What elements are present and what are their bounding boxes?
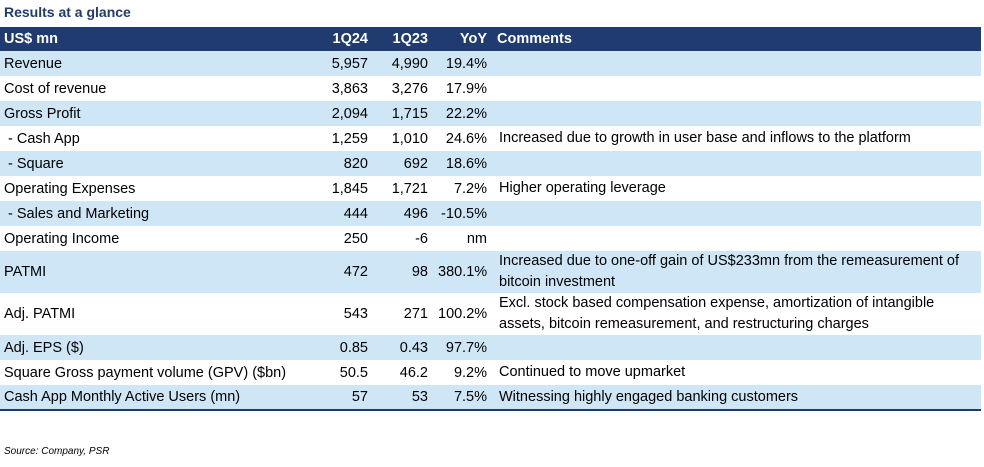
value-1q24: 50.5	[339, 364, 368, 381]
value-1q24: 472	[343, 264, 368, 280]
value-yoy: 19.4%	[445, 55, 487, 72]
value-1q24: 0.85	[339, 339, 368, 356]
row-label: Operating Expenses	[4, 180, 136, 197]
table-row: - Sales and Marketing 444 496 -10.5%	[0, 201, 981, 226]
row-comment: Continued to move upmarket	[499, 364, 686, 380]
row-label: Gross Profit	[4, 105, 81, 122]
value-1q23: 53	[374, 385, 434, 411]
value-yoy: 97.7%	[445, 339, 487, 356]
value-1q24: 820	[343, 155, 368, 172]
value-1q23: 0.43	[399, 339, 428, 356]
row-comment: Higher operating leverage	[499, 180, 666, 196]
value-1q24: 3,863	[331, 80, 368, 97]
row-comment	[493, 51, 981, 76]
row-label: Revenue	[4, 55, 63, 72]
value-1q23: 4,990	[391, 55, 428, 72]
value-1q24: 1,259	[331, 130, 368, 147]
header-1q24: 1Q24	[332, 31, 368, 47]
header-yoy: YoY	[459, 31, 487, 47]
row-label: Operating Income	[4, 230, 120, 247]
value-yoy: -10.5%	[441, 205, 487, 222]
row-label: Adj. PATMI	[4, 306, 76, 322]
value-yoy: 17.9%	[445, 80, 487, 97]
value-1q23: 692	[403, 155, 428, 172]
row-comment	[493, 101, 981, 126]
value-yoy: 100.2%	[438, 306, 488, 322]
row-label: Square Gross payment volume (GPV) ($bn)	[4, 364, 287, 381]
value-1q24: 2,094	[331, 105, 368, 122]
value-yoy: 22.2%	[445, 105, 487, 122]
row-label: PATMI	[4, 264, 47, 280]
row-label: Cash App Monthly Active Users (mn)	[0, 385, 314, 411]
value-yoy: 7.2%	[453, 180, 487, 197]
source-note: Source: Company, PSR	[4, 446, 110, 457]
value-1q23: 1,010	[391, 130, 428, 147]
value-1q24: 543	[343, 306, 368, 322]
value-1q24: 1,845	[331, 180, 368, 197]
value-1q24: 57	[314, 385, 374, 411]
table-row: Gross Profit 2,094 1,715 22.2%	[0, 101, 981, 126]
row-label: - Sales and Marketing	[4, 205, 150, 222]
table-row: Adj. EPS ($) 0.85 0.43 97.7%	[0, 335, 981, 360]
row-comment: Witnessing highly engaged banking custom…	[493, 385, 981, 411]
table-row: Operating Income 250 -6 nm	[0, 226, 981, 251]
value-yoy: nm	[466, 230, 487, 247]
value-1q23: -6	[415, 230, 428, 247]
value-1q23: 46.2	[399, 364, 428, 381]
value-yoy: 9.2%	[453, 364, 487, 381]
row-label: - Cash App	[4, 130, 80, 147]
header-comments: Comments	[497, 31, 572, 47]
row-comment: Increased due to one-off gain of US$233m…	[499, 253, 959, 290]
row-label: Adj. EPS ($)	[4, 339, 84, 356]
table-title: Results at a glance	[4, 4, 131, 20]
value-1q24: 250	[343, 230, 368, 247]
table-row: PATMI 472 98 380.1% Increased due to one…	[0, 251, 981, 293]
table-row: - Square 820 692 18.6%	[0, 151, 981, 176]
value-yoy: 24.6%	[445, 130, 487, 147]
value-1q23: 3,276	[391, 80, 428, 97]
value-yoy: 7.5%	[434, 385, 493, 411]
value-1q24: 444	[343, 205, 368, 222]
row-comment	[493, 226, 981, 251]
row-comment	[493, 201, 981, 226]
table-row: Cost of revenue 3,863 3,276 17.9%	[0, 76, 981, 101]
row-comment: Excl. stock based compensation expense, …	[499, 295, 935, 332]
value-1q23: 1,721	[391, 180, 428, 197]
row-comment	[493, 76, 981, 101]
header-1q23: 1Q23	[392, 31, 428, 47]
value-1q24: 5,957	[331, 55, 368, 72]
table-row: Revenue 5,957 4,990 19.4%	[0, 51, 981, 76]
row-comment	[493, 151, 981, 176]
row-comment	[493, 335, 981, 360]
header-unit: US$ mn	[4, 31, 58, 47]
value-yoy: 380.1%	[438, 264, 488, 280]
header-row: US$ mn 1Q24 1Q23 YoY Comments	[0, 27, 981, 51]
results-table: US$ mn 1Q24 1Q23 YoY Comments Revenue 5,…	[0, 27, 981, 411]
value-1q23: 1,715	[391, 105, 428, 122]
value-1q23: 98	[411, 264, 428, 280]
table-row: Square Gross payment volume (GPV) ($bn) …	[0, 360, 981, 385]
row-comment: Increased due to growth in user base and…	[499, 130, 911, 146]
row-label: Cost of revenue	[4, 80, 107, 97]
table-row: Adj. PATMI 543 271 100.2% Excl. stock ba…	[0, 293, 981, 335]
value-yoy: 18.6%	[445, 155, 487, 172]
value-1q23: 496	[403, 205, 428, 222]
row-label: - Square	[4, 155, 64, 172]
table-row: Operating Expenses 1,845 1,721 7.2% High…	[0, 176, 981, 201]
table-row: - Cash App 1,259 1,010 24.6% Increased d…	[0, 126, 981, 151]
value-1q23: 271	[403, 306, 428, 322]
table-row: Cash App Monthly Active Users (mn) 57 53…	[0, 385, 981, 411]
